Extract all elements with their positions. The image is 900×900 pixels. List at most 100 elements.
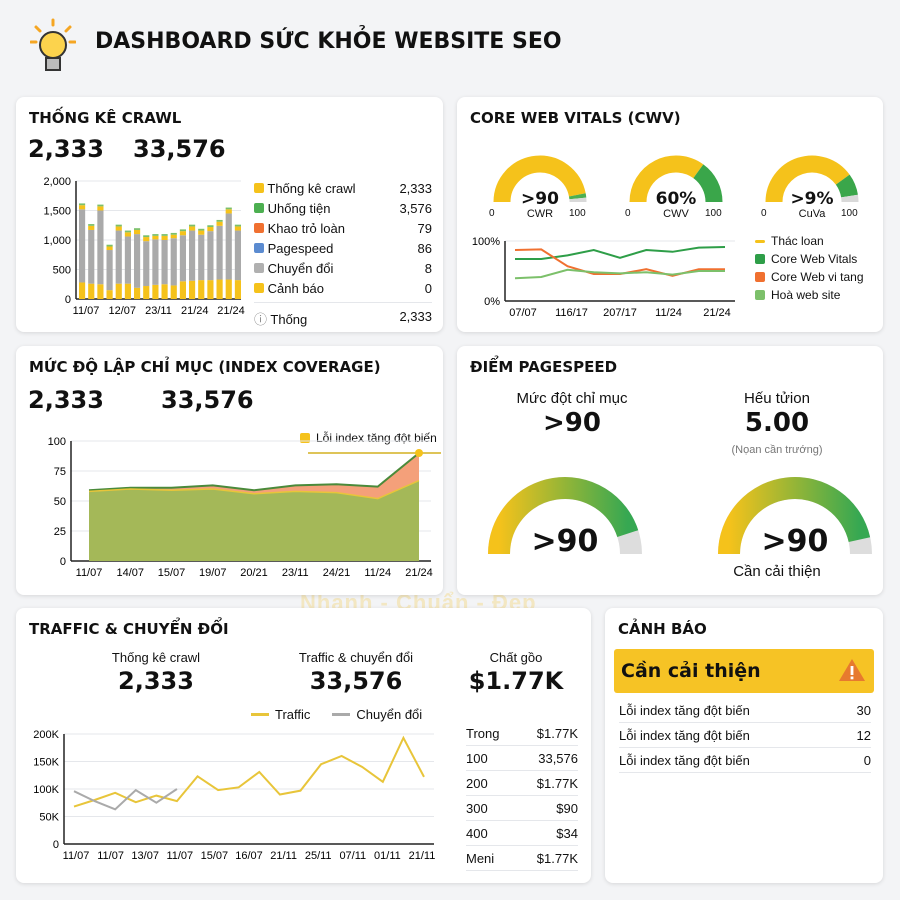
series-line xyxy=(515,246,726,260)
bar-segment xyxy=(88,229,95,284)
y-tick-label: 200K xyxy=(33,729,59,741)
gauge-fill xyxy=(488,477,639,555)
bar-segment xyxy=(161,240,168,285)
bar-segment xyxy=(124,232,131,237)
y-tick-label: 100% xyxy=(472,236,500,248)
y-tick-label: 1,000 xyxy=(43,235,71,247)
gauge-segment xyxy=(692,164,723,203)
index-card: MỨC ĐỘ LẬP CHỈ MỤC (INDEX COVERAGE) 2,33… xyxy=(16,346,443,595)
alert-row: Lỗi index tăng đột biến 0 xyxy=(619,748,871,773)
alerts-card: CẢNH BÁO Cần cải thiện Lỗi index tăng độ… xyxy=(605,608,883,883)
gauge-fill xyxy=(718,477,871,555)
bar-segment xyxy=(152,239,159,285)
bar-segment xyxy=(225,279,232,299)
kpi-value: 33,576 xyxy=(309,667,403,695)
table-row: 200 $1.77K xyxy=(466,771,578,796)
bar-segment xyxy=(207,227,214,232)
gauge-segment xyxy=(765,155,850,203)
alert-row: Lỗi index tăng đột biến 30 xyxy=(619,698,871,723)
cwv-card: CORE WEB VITALS (CWV) >90 CWR 0 100 60% CWV 0 1… xyxy=(457,97,883,332)
cwv-gauge xyxy=(765,155,859,203)
bar-segment xyxy=(225,207,232,210)
x-tick-label: 19/07 xyxy=(199,567,227,579)
pagespeed-gauge xyxy=(718,477,872,555)
legend-item: Traffic xyxy=(251,707,310,722)
alert-label: Lỗi index tăng đột biến xyxy=(619,753,750,768)
crawl-stat-1: 2,333 xyxy=(28,135,104,163)
legend-item: Core Web Vitals xyxy=(755,252,864,266)
x-tick-label: 11/07 xyxy=(63,850,90,862)
y-tick-label: 500 xyxy=(53,265,71,277)
legend-label: Chuyển đổi xyxy=(356,707,423,722)
legend-swatch xyxy=(755,272,765,282)
y-tick-label: 0% xyxy=(484,296,500,308)
x-tick-label: 24/21 xyxy=(323,567,351,579)
x-tick-label: 13/07 xyxy=(131,850,159,862)
pagespeed-right-note: (Nọan cần trướng) xyxy=(731,444,823,456)
bar-segment xyxy=(115,230,122,284)
warning-icon xyxy=(839,659,865,681)
bar-segment xyxy=(161,234,168,236)
x-tick-label: 23/11 xyxy=(282,567,309,579)
alert-banner: Cần cải thiện xyxy=(614,649,874,693)
bar-segment xyxy=(88,283,95,299)
x-tick-label: 21/11 xyxy=(270,850,297,862)
table-row: 100 33,576 xyxy=(466,746,578,771)
x-tick-label: 207/17 xyxy=(603,307,637,319)
legend-swatch xyxy=(251,713,269,716)
alert-list: Lỗi index tăng đột biến 30 Lỗi index tăng … xyxy=(619,698,871,773)
legend-label: Traffic xyxy=(275,707,311,722)
legend-swatch xyxy=(755,254,765,264)
bar-segment xyxy=(106,250,113,291)
legend-total: ⓘ Thống 2,333 xyxy=(254,302,432,332)
bar-segment xyxy=(189,226,196,231)
gauge-value: >90 xyxy=(531,524,599,559)
table-row: Trong $1.77K xyxy=(466,721,578,746)
bar-segment xyxy=(170,238,177,286)
bar-segment xyxy=(198,280,205,299)
legend-value: 3,576 xyxy=(399,201,432,216)
legend-swatch xyxy=(755,239,765,243)
gauge-segment xyxy=(493,155,586,203)
bar-segment xyxy=(234,226,241,231)
table-row: 400 $34 xyxy=(466,821,578,846)
bar-segment xyxy=(152,234,159,236)
x-tick-label: 01/11 xyxy=(374,850,401,862)
gauge-value: >9% xyxy=(790,189,834,209)
table-row: Meni $1.77K xyxy=(466,846,578,871)
bar-segment xyxy=(216,221,223,226)
alert-label: Lỗi index tăng đột biến xyxy=(619,728,750,743)
bar-segment xyxy=(88,225,95,230)
bar-segment xyxy=(234,224,241,227)
legend-label: Cảnh báo xyxy=(267,281,325,296)
gauge-label: CuVa xyxy=(798,208,826,220)
index-stat-2: 33,576 xyxy=(161,386,254,414)
table-cell-label: 300 xyxy=(466,801,488,816)
bar-segment xyxy=(152,284,159,299)
x-tick-label: 23/11 xyxy=(145,305,172,317)
legend-item: Core Web vi tang xyxy=(755,270,864,284)
card-title: TRAFFIC & CHUYỂN ĐỔI xyxy=(29,620,229,638)
cwv-gauge xyxy=(493,155,587,203)
legend-label: Pagespeed xyxy=(267,241,334,256)
crawl-bar-chart: 0 500 1,000 1,500 2,000 11/07 12/07 23/11 21/24 2… xyxy=(43,176,244,317)
y-tick-label: 75 xyxy=(54,466,66,478)
legend-swatch xyxy=(254,243,264,253)
bar-segment xyxy=(161,235,168,240)
bar-segment xyxy=(106,290,113,299)
x-tick-label: 12/07 xyxy=(108,305,136,317)
bar-segment xyxy=(207,280,214,299)
bar-segment xyxy=(79,209,86,283)
pagespeed-right-label: Hếu tửion xyxy=(744,390,810,407)
bar-segment xyxy=(97,210,104,285)
legend-label: Uhống tiện xyxy=(267,201,331,216)
legend-swatch xyxy=(254,183,264,193)
bar-segment xyxy=(234,230,241,281)
bar-segment xyxy=(124,283,131,299)
bar-segment xyxy=(97,284,104,299)
kpi-value: $1.77K xyxy=(468,667,564,695)
bar-segment xyxy=(79,205,86,210)
series-line xyxy=(73,788,178,811)
legend-item: Cảnh báo 0 xyxy=(254,279,432,299)
bar-segment xyxy=(234,280,241,299)
